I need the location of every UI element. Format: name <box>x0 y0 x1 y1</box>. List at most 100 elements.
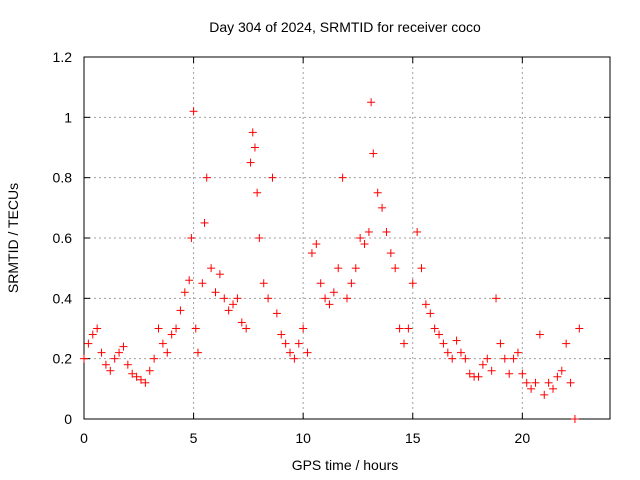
data-point <box>268 173 277 182</box>
data-point <box>562 339 571 348</box>
data-point <box>522 378 531 387</box>
data-point <box>426 309 435 318</box>
data-point <box>443 348 452 357</box>
y-axis-label: SRMTID / TECUs <box>5 183 21 293</box>
data-point <box>106 366 115 375</box>
data-point <box>540 390 549 399</box>
data-point <box>452 336 461 345</box>
data-point <box>505 369 514 378</box>
plot-frame <box>83 56 611 420</box>
data-point <box>527 384 536 393</box>
data-point <box>115 348 124 357</box>
data-point <box>369 149 378 158</box>
data-point <box>465 369 474 378</box>
data-point <box>325 300 334 309</box>
data-point <box>136 375 145 384</box>
data-point <box>421 300 430 309</box>
data-point <box>220 294 229 303</box>
data-point <box>180 288 189 297</box>
data-point <box>557 366 566 375</box>
data-point <box>185 276 194 285</box>
data-point <box>88 330 97 339</box>
data-point <box>509 354 518 363</box>
data-point <box>150 354 159 363</box>
data-point <box>158 339 167 348</box>
data-point <box>172 324 181 333</box>
data-point <box>378 203 387 212</box>
data-point <box>233 294 242 303</box>
chart-title: Day 304 of 2024, SRMTID for receiver coc… <box>209 19 481 35</box>
data-point <box>549 384 558 393</box>
data-point <box>329 288 338 297</box>
data-point <box>128 369 137 378</box>
x-tick-label: 15 <box>405 430 421 446</box>
data-point <box>255 234 264 242</box>
data-point <box>496 339 505 348</box>
data-point <box>321 294 330 303</box>
x-axis-ticks: 0 5 10 15 20 <box>80 57 530 446</box>
data-point <box>145 366 154 375</box>
data-point <box>229 300 238 309</box>
data-point <box>193 348 202 357</box>
y-tick-label: 0 <box>64 411 72 427</box>
data-point <box>360 240 369 249</box>
x-tick-label: 0 <box>80 430 88 446</box>
data-point <box>163 348 172 357</box>
data-point <box>132 372 141 381</box>
data-point <box>272 309 281 318</box>
data-point <box>215 270 224 279</box>
y-tick-label: 0.2 <box>53 351 73 367</box>
data-point <box>553 372 562 381</box>
data-point <box>299 324 308 333</box>
data-point <box>364 227 373 236</box>
data-point <box>474 372 483 381</box>
y-tick-label: 0.8 <box>53 170 73 186</box>
data-point <box>253 188 262 197</box>
data-point <box>492 294 501 303</box>
x-tick-label: 20 <box>515 430 531 446</box>
data-point <box>347 279 356 288</box>
data-point <box>259 279 268 288</box>
data-point <box>386 249 395 258</box>
data-point <box>448 354 457 363</box>
data-point <box>575 324 584 333</box>
y-tick-label: 1.2 <box>53 49 73 65</box>
data-point <box>351 264 360 273</box>
data-point <box>439 339 448 348</box>
data-point <box>544 378 553 387</box>
grid-lines <box>84 57 610 419</box>
data-point <box>246 158 255 167</box>
data-point <box>483 354 492 363</box>
x-axis-label: GPS time / hours <box>292 457 399 473</box>
data-point <box>461 354 470 363</box>
data-point <box>566 378 575 387</box>
data-point <box>307 249 316 258</box>
data-point <box>189 107 198 116</box>
data-point <box>478 360 487 369</box>
x-tick-label: 10 <box>295 430 311 446</box>
data-point <box>518 369 527 378</box>
data-point <box>356 234 365 242</box>
data-point <box>167 330 176 339</box>
data-point <box>430 324 439 333</box>
data-point <box>242 324 251 333</box>
y-tick-label: 0.6 <box>53 230 73 246</box>
data-point <box>97 348 106 357</box>
data-point <box>198 279 207 288</box>
data-point <box>264 294 273 303</box>
data-point <box>391 264 400 273</box>
data-point <box>435 330 444 339</box>
data-point <box>417 264 426 273</box>
data-point <box>191 324 200 333</box>
data-point <box>373 188 382 197</box>
data-point <box>84 339 93 348</box>
data-point <box>399 339 408 348</box>
data-point <box>382 227 391 236</box>
data-point <box>303 348 312 357</box>
data-point <box>237 318 246 327</box>
data-point <box>202 173 211 182</box>
data-point <box>250 143 259 152</box>
data-point <box>290 354 299 363</box>
data-point <box>93 324 102 333</box>
